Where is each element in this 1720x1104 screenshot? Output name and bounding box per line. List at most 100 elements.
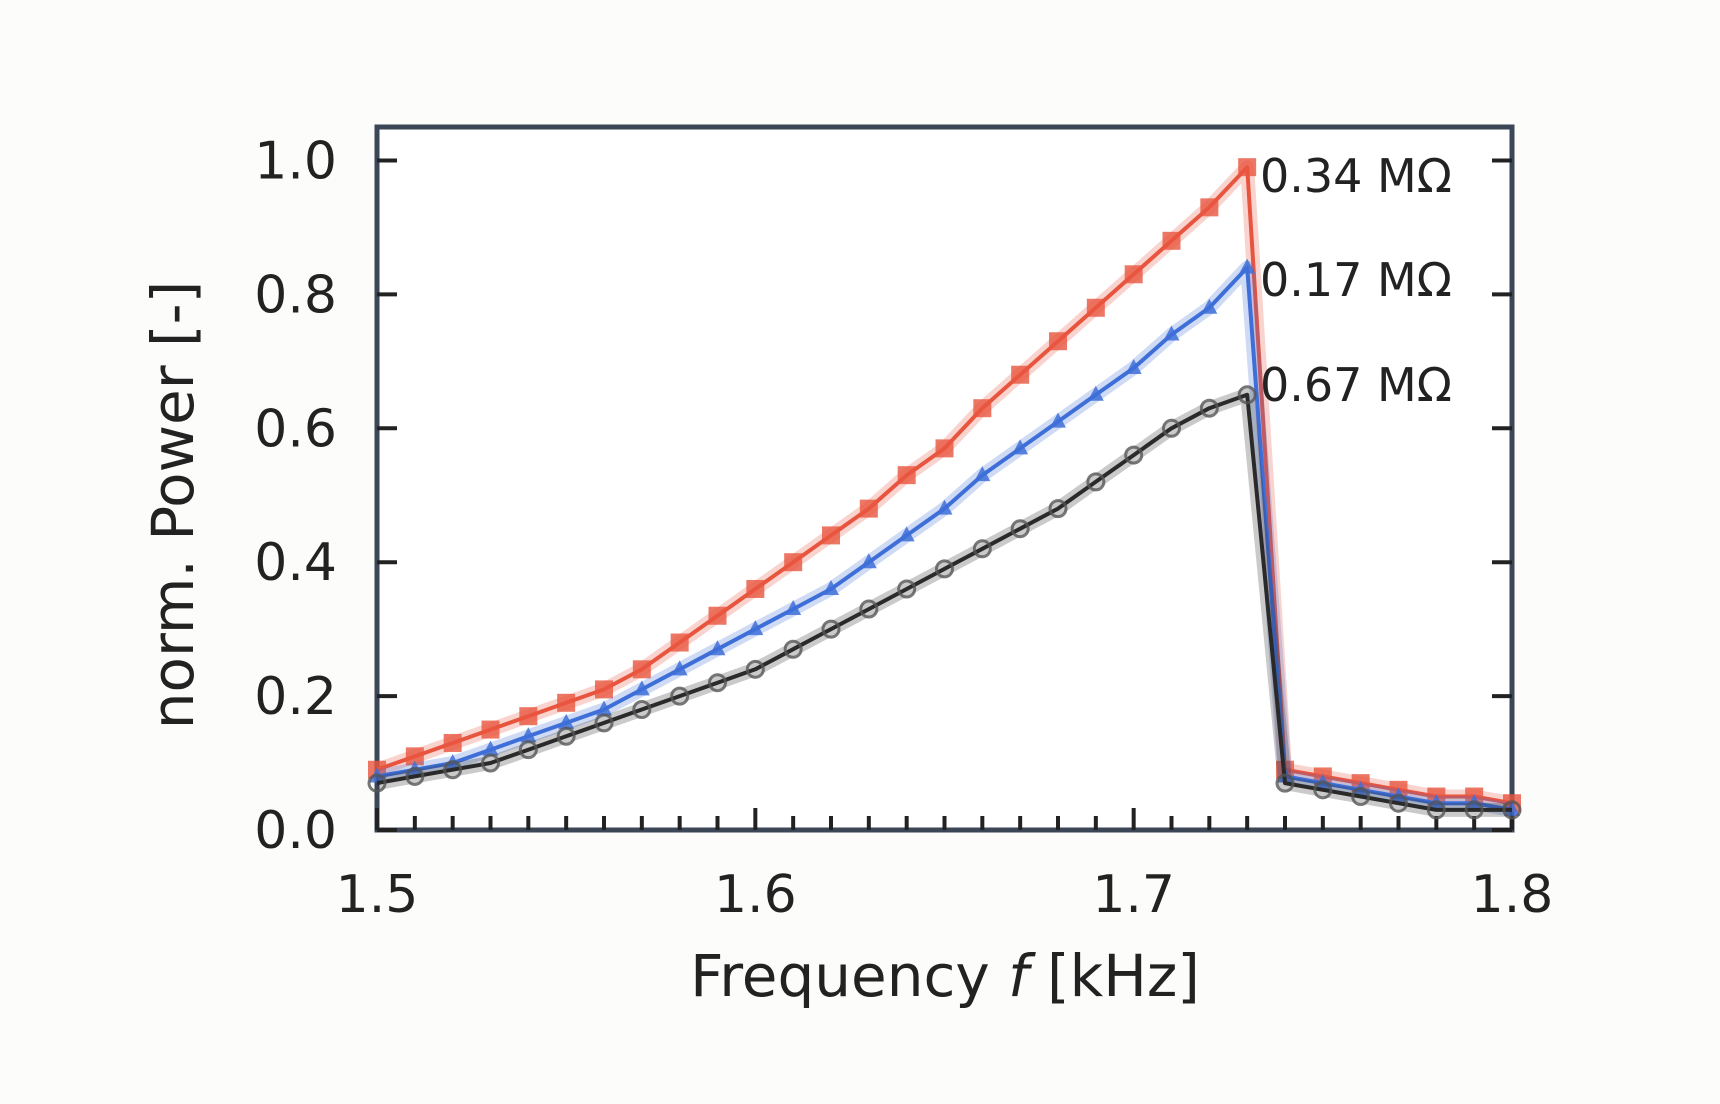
data-point (783, 639, 803, 659)
data-point (897, 466, 916, 485)
data-point (1464, 800, 1484, 820)
data-point (1124, 445, 1144, 465)
data-point (1050, 412, 1066, 428)
data-point (823, 579, 839, 595)
series-label: 0.67 MΩ (1260, 358, 1452, 412)
data-point (708, 606, 727, 625)
data-point (1162, 231, 1181, 250)
data-point (785, 600, 802, 616)
data-point (1239, 258, 1256, 274)
data-point (632, 699, 652, 719)
data-point (784, 553, 803, 572)
data-point (897, 579, 917, 599)
data-point (972, 539, 992, 559)
data-point (1389, 793, 1408, 813)
data-point (671, 660, 688, 676)
data-point (745, 659, 765, 679)
series-067-line (376, 392, 1512, 812)
data-point (1086, 472, 1106, 492)
data-point (633, 680, 650, 696)
data-point (1238, 158, 1257, 177)
data-point (935, 439, 954, 458)
data-point (670, 686, 690, 706)
data-point (556, 726, 576, 746)
data-point (1237, 385, 1257, 405)
data-point (1125, 359, 1142, 375)
data-point (898, 526, 915, 542)
data-point (1275, 773, 1295, 793)
data-point (481, 753, 500, 773)
data-point (1012, 439, 1029, 455)
data-point (1087, 385, 1104, 401)
data-point (746, 579, 765, 598)
plot-frame (374, 124, 1515, 833)
series-label: 0.34 MΩ (1260, 149, 1452, 203)
x-tick-label: 1.7 (1092, 865, 1175, 925)
data-point (936, 499, 953, 515)
data-point (822, 526, 840, 545)
series-label: 0.17 MΩ (1260, 253, 1452, 307)
plot-area (374, 124, 1515, 833)
data-point (594, 713, 614, 733)
data-point (747, 620, 764, 636)
y-axis-title: norm. Power [-] (139, 281, 207, 729)
series-labels: 0.34 MΩ 0.17 MΩ 0.67 MΩ (1260, 149, 1452, 412)
x-tick-label: 1.8 (1471, 865, 1554, 925)
data-point (443, 760, 463, 780)
data-point (1201, 298, 1218, 314)
data-point (367, 773, 387, 793)
data-point (1010, 519, 1030, 539)
x-axis-title: Frequency f [kHz] (690, 942, 1200, 1010)
data-point (1313, 780, 1333, 800)
data-point (632, 660, 651, 679)
data-point (1124, 265, 1143, 284)
data-point (1086, 298, 1105, 317)
data-point (935, 559, 954, 579)
data-point (558, 713, 575, 729)
data-point (1162, 418, 1181, 438)
data-point (859, 599, 879, 619)
axis-labels: Frequency f [kHz] norm. Power [-] (139, 281, 1200, 1010)
y-tick-label: 0.6 (254, 399, 337, 459)
data-point (595, 680, 613, 699)
x-axis-title-unit: [kHz] (1029, 942, 1200, 1010)
data-point (1163, 325, 1180, 341)
data-point (405, 747, 424, 766)
data-point (519, 707, 538, 726)
data-point (443, 733, 462, 752)
data-point (520, 727, 537, 743)
series-group (367, 158, 1522, 820)
y-tick-label: 0.4 (254, 533, 337, 593)
data-point (1199, 398, 1219, 418)
data-point (1351, 787, 1371, 807)
data-point (708, 673, 727, 693)
data-point (709, 640, 726, 656)
data-point (821, 619, 841, 639)
data-point (1426, 800, 1446, 820)
data-point (860, 553, 877, 569)
y-tick-label: 0.2 (254, 667, 337, 727)
data-point (973, 399, 992, 418)
data-point (596, 700, 612, 716)
data-point (1502, 800, 1522, 820)
y-tick-label: 0.8 (254, 265, 337, 325)
x-tick-label: 1.5 (336, 865, 419, 925)
data-point (859, 499, 878, 518)
data-point (1049, 332, 1067, 351)
axis-ticks: 1.5 1.6 1.7 1.8 0.0 0.2 0.4 0.6 0.8 1.0 (254, 131, 1553, 925)
data-point (482, 740, 499, 756)
data-point (518, 740, 538, 760)
data-point (1200, 198, 1219, 217)
x-axis-title-prefix: Frequency (690, 942, 1008, 1010)
x-tick-label: 1.6 (714, 865, 797, 925)
y-tick-label: 0.0 (254, 801, 337, 861)
data-point (670, 633, 689, 652)
data-point (481, 720, 500, 739)
series-067 (367, 385, 1522, 820)
data-point (974, 466, 991, 482)
data-point (1048, 499, 1068, 519)
y-tick-label: 1.0 (254, 131, 337, 191)
data-point (405, 766, 425, 786)
